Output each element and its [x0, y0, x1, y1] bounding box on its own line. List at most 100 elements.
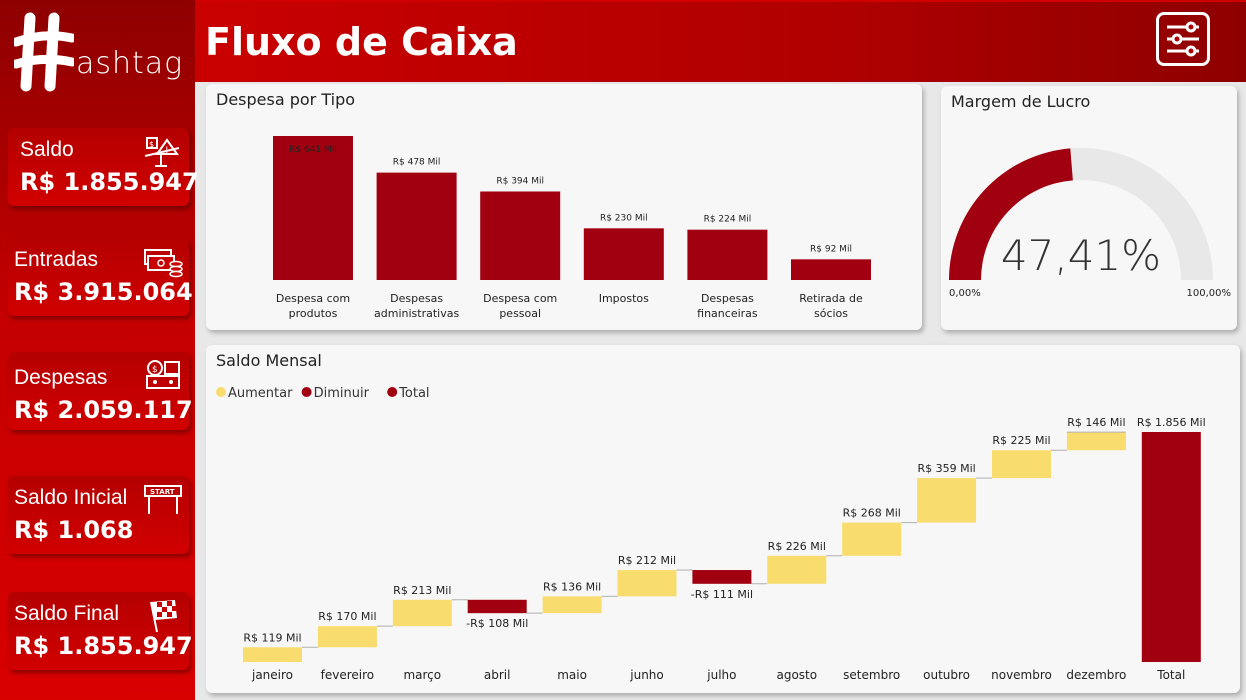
legend-marker	[387, 387, 398, 397]
profit-margin-gauge: 47,41% 0,00% 100,00%	[949, 148, 1231, 299]
waterfall-data-label: -R$ 108 Mil	[466, 617, 528, 630]
waterfall-data-label: R$ 1.856 Mil	[1137, 416, 1206, 429]
kpi-label: Despesas	[14, 366, 108, 389]
gauge-fill	[949, 148, 1073, 280]
kpi-card-saldo-final: Saldo Final R$ 1.855.947	[8, 592, 193, 670]
month-axis-label: Total	[1156, 668, 1185, 682]
kpi-value: R$ 2.059.117	[14, 396, 193, 424]
kpi-value: R$ 1.855.947	[14, 632, 193, 660]
month-axis-label: julho	[706, 668, 736, 682]
kpi-card-despesas: Despesas R$ 2.059.117 $	[8, 352, 193, 430]
expense-category-label: Despesas administrativas	[374, 292, 459, 320]
waterfall-data-label: R$ 226 Mil	[768, 540, 826, 553]
expense-category-label: Despesa com pessoal	[483, 292, 557, 320]
legend-label: Total	[398, 386, 429, 401]
waterfall-data-label: R$ 146 Mil	[1067, 416, 1125, 429]
waterfall-data-label: R$ 212 Mil	[618, 554, 676, 567]
filter-button[interactable]	[1156, 12, 1210, 66]
waterfall-data-label: R$ 225 Mil	[992, 434, 1050, 447]
expense-category-label: Despesas financeiras	[697, 292, 758, 320]
waterfall-data-label: -R$ 111 Mil	[691, 588, 753, 601]
waterfall-bar	[392, 599, 452, 627]
waterfall-bar	[317, 626, 377, 648]
waterfall-bar	[917, 478, 977, 523]
expense-bar	[273, 136, 353, 280]
expense-bar	[376, 172, 457, 280]
month-axis-label: novembro	[991, 668, 1052, 682]
waterfall-bar	[1066, 432, 1126, 451]
header: Fluxo de Caixa	[195, 0, 1246, 82]
expense-bar	[687, 229, 768, 280]
panel-title: Margem de Lucro	[951, 92, 1091, 111]
waterfall-bar	[1141, 432, 1201, 662]
kpi-label: Entradas	[14, 248, 99, 271]
month-axis-label: agosto	[776, 668, 817, 682]
kpi-value: R$ 3.915.064	[14, 278, 193, 306]
kpi-label: Saldo	[20, 138, 74, 161]
svg-text:START: START	[150, 488, 175, 496]
hashtag-logo-icon	[11, 12, 77, 92]
month-axis-label: março	[403, 668, 441, 682]
expense-bar	[480, 191, 561, 280]
expense-data-label: R$ 394 Mil	[496, 176, 544, 186]
expense-bar-chart: R$ 641 Mil Despesa com produtos R$ 478 Mil D…	[273, 136, 871, 320]
waterfall-data-label: R$ 359 Mil	[917, 462, 975, 475]
month-axis-label: maio	[557, 668, 587, 682]
kpi-card-saldo: Saldo R$ 1.855.947 $ !	[8, 128, 199, 206]
expense-bar	[791, 259, 871, 280]
waterfall-data-label: R$ 268 Mil	[843, 507, 901, 520]
month-axis-label: janeiro	[251, 668, 293, 682]
kpi-label: Saldo Inicial	[14, 486, 128, 509]
legend-label: Aumentar	[228, 386, 293, 401]
cash-coins-icon	[144, 249, 183, 278]
waterfall-bar	[692, 570, 752, 584]
legend-marker	[301, 387, 312, 397]
expense-data-label: R$ 230 Mil	[600, 213, 648, 223]
month-axis-label: abril	[484, 668, 511, 682]
cash-machine-icon: $	[146, 360, 180, 389]
sliders-icon	[1167, 21, 1199, 57]
gauge-value-label: 47,41%	[1001, 231, 1161, 280]
expense-data-label: R$ 478 Mil	[393, 158, 441, 168]
expense-category-label: Impostos	[599, 292, 649, 305]
expense-bar	[583, 228, 664, 280]
waterfall-data-label: R$ 119 Mil	[243, 631, 301, 644]
hashtag-logo: ashtag	[11, 12, 184, 92]
start-banner-icon: START	[144, 485, 182, 514]
balance-scale-icon: $ !	[144, 137, 180, 167]
kpi-card-saldo-inicial: Saldo Inicial R$ 1.068 START	[8, 476, 189, 554]
gauge-min-label: 0,00%	[949, 288, 981, 299]
legend-marker	[216, 387, 226, 397]
kpi-value: R$ 1.068	[14, 516, 134, 544]
month-axis-label: setembro	[843, 668, 900, 682]
expense-data-label: R$ 224 Mil	[704, 215, 752, 225]
legend-label: Diminuir	[314, 386, 370, 401]
checkered-flag-icon	[150, 600, 177, 632]
month-axis-label: junho	[629, 668, 664, 682]
kpi-label: Saldo Final	[14, 602, 120, 625]
panel-title: Saldo Mensal	[216, 351, 322, 370]
waterfall-bar	[842, 522, 902, 556]
month-axis-label: outubro	[923, 668, 970, 682]
waterfall-data-label: R$ 136 Mil	[543, 580, 601, 593]
expense-category-label: Retirada de sócios	[799, 292, 863, 320]
expense-data-label: R$ 641 Mil	[289, 145, 337, 155]
page-title: Fluxo de Caixa	[205, 20, 518, 64]
svg-text:!: !	[165, 146, 169, 156]
month-axis-label: fevereiro	[321, 668, 375, 682]
monthly-balance-panel: Saldo Mensal Aumentar Diminuir Total R$ 119…	[206, 345, 1240, 693]
monthly-waterfall-chart: Aumentar Diminuir Total R$ 119 Mil janeiro R$…	[216, 386, 1206, 682]
kpi-value: R$ 1.855.947	[20, 168, 199, 196]
waterfall-bar	[992, 450, 1051, 479]
svg-text:$: $	[152, 365, 158, 375]
waterfall-data-label: R$ 170 Mil	[318, 610, 376, 623]
waterfall-bar	[617, 570, 677, 597]
expense-category-label: Despesa com produtos	[276, 292, 350, 320]
waterfall-data-label: R$ 213 Mil	[393, 584, 451, 597]
sidebar: ashtag Saldo R$ 1.855.947 $ ! Entradas R…	[0, 0, 199, 700]
kpi-card-entradas: Entradas R$ 3.915.064	[8, 238, 193, 316]
panel-title: Despesa por Tipo	[216, 90, 356, 109]
month-axis-label: dezembro	[1066, 668, 1126, 682]
logo-text: ashtag	[76, 46, 184, 81]
waterfall-bar	[767, 555, 827, 584]
